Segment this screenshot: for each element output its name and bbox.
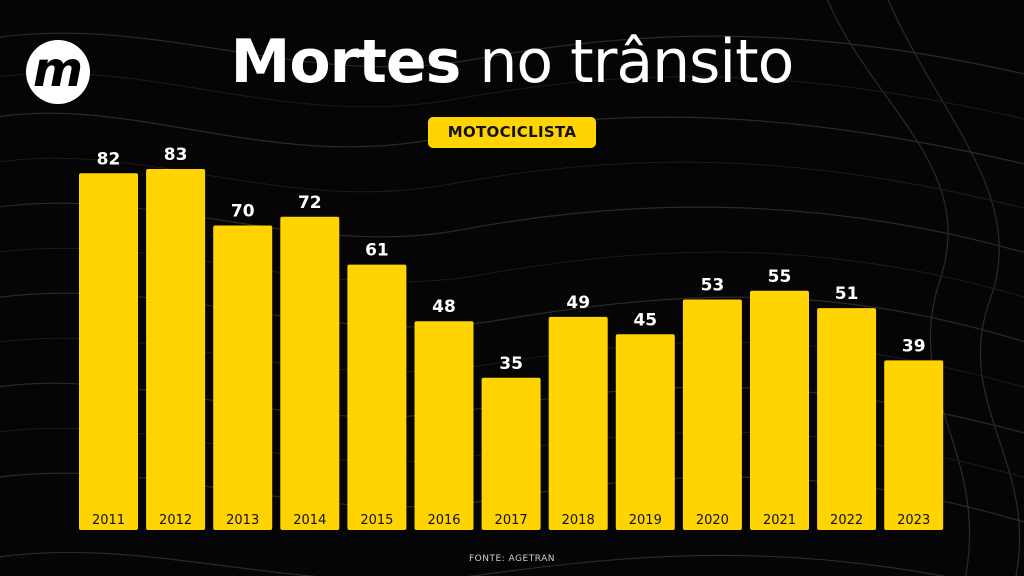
- value-label-2020: 53: [701, 275, 725, 295]
- value-label-2015: 61: [365, 241, 389, 261]
- value-label-2013: 70: [231, 202, 255, 222]
- value-label-2021: 55: [768, 267, 792, 287]
- year-label-2016: 2016: [427, 513, 460, 528]
- category-badge: MOTOCICLISTA: [428, 117, 596, 148]
- title-bold-part: Mortes: [230, 27, 462, 97]
- bar-2017: [481, 377, 541, 530]
- year-label-2019: 2019: [629, 513, 662, 528]
- bar-2021: [750, 290, 809, 530]
- year-label-2011: 2011: [92, 513, 125, 528]
- year-label-2017: 2017: [495, 513, 528, 528]
- bar-2022: [817, 308, 877, 530]
- source-note: FONTE: AGETRAN: [468, 554, 555, 564]
- year-label-2022: 2022: [830, 513, 863, 528]
- value-label-2012: 83: [164, 145, 188, 165]
- bar-2020: [682, 299, 742, 530]
- bar-2012: [146, 168, 206, 530]
- bar-2015: [347, 264, 407, 530]
- year-label-2021: 2021: [763, 513, 796, 528]
- bar-2014: [280, 216, 340, 531]
- value-label-2014: 72: [298, 193, 322, 213]
- brand-logo: m: [26, 40, 90, 104]
- bar-2013: [213, 225, 273, 530]
- brand-logo-letter: m: [32, 42, 83, 98]
- year-label-2018: 2018: [562, 513, 595, 528]
- bar-2023: [884, 360, 944, 530]
- year-label-2015: 2015: [360, 513, 393, 528]
- year-label-2020: 2020: [696, 513, 729, 528]
- bar-2011: [79, 173, 138, 531]
- value-label-2018: 49: [566, 293, 590, 313]
- value-label-2011: 82: [97, 149, 121, 169]
- year-label-2023: 2023: [897, 513, 930, 528]
- value-label-2019: 45: [633, 310, 657, 330]
- bar-2019: [615, 334, 675, 530]
- year-label-2013: 2013: [226, 513, 259, 528]
- title-light-part: no trânsito: [479, 27, 794, 97]
- value-label-2022: 51: [835, 284, 859, 304]
- value-label-2016: 48: [432, 297, 456, 317]
- bar-2016: [414, 321, 474, 530]
- year-label-2014: 2014: [293, 513, 326, 528]
- year-label-2012: 2012: [159, 513, 192, 528]
- value-label-2017: 35: [499, 354, 523, 374]
- bar-2018: [548, 316, 608, 530]
- value-label-2023: 39: [902, 336, 926, 356]
- page-title: Mortes no trânsito: [0, 24, 1024, 100]
